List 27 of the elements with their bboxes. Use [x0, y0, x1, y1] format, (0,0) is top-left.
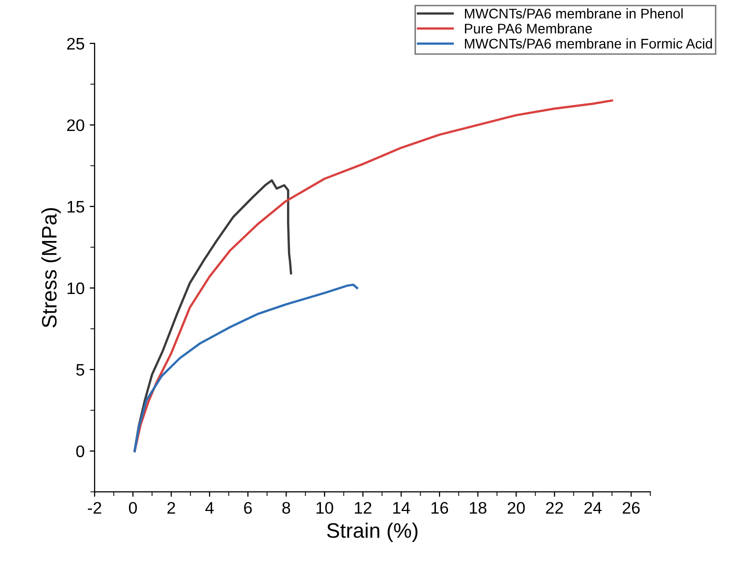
x-tick-label: 26 [622, 502, 640, 514]
legend-label: MWCNTs/PA6 membrane in Phenol [464, 8, 683, 19]
x-tick-label: 20 [508, 502, 525, 514]
x-tick-label: 16 [432, 502, 448, 514]
legend-label: MWCNTs/PA6 membrane in Formic Acid [464, 38, 712, 49]
y-tick-label: 0 [76, 445, 84, 458]
y-tick-label: 20 [67, 119, 84, 132]
x-tick-label: -2 [88, 502, 102, 514]
x-tick-label: 12 [354, 502, 372, 514]
y-tick-label: 10 [68, 282, 84, 294]
y-tick-label: 25 [67, 38, 84, 50]
x-tick-label: 2 [167, 502, 176, 514]
line-series [134, 284, 358, 452]
x-tick-label: 18 [470, 502, 486, 514]
x-tick-label: 14 [393, 502, 410, 514]
x-tick-label: 22 [546, 502, 563, 514]
y-tick-label: 15 [68, 201, 84, 213]
x-tick-label: 0 [128, 502, 137, 514]
legend-label: Pure PA6 Membrane [464, 23, 592, 34]
x-tick-label: 24 [584, 502, 602, 514]
x-tick-label: 10 [316, 502, 334, 514]
x-axis-title: Strain (%) [327, 522, 418, 542]
y-axis-title: Stress (MPa) [41, 208, 61, 328]
x-tick-label: 4 [205, 502, 214, 514]
x-tick-label: 8 [282, 502, 290, 514]
y-tick-label: 5 [76, 364, 84, 376]
x-tick-label: 6 [244, 502, 252, 514]
